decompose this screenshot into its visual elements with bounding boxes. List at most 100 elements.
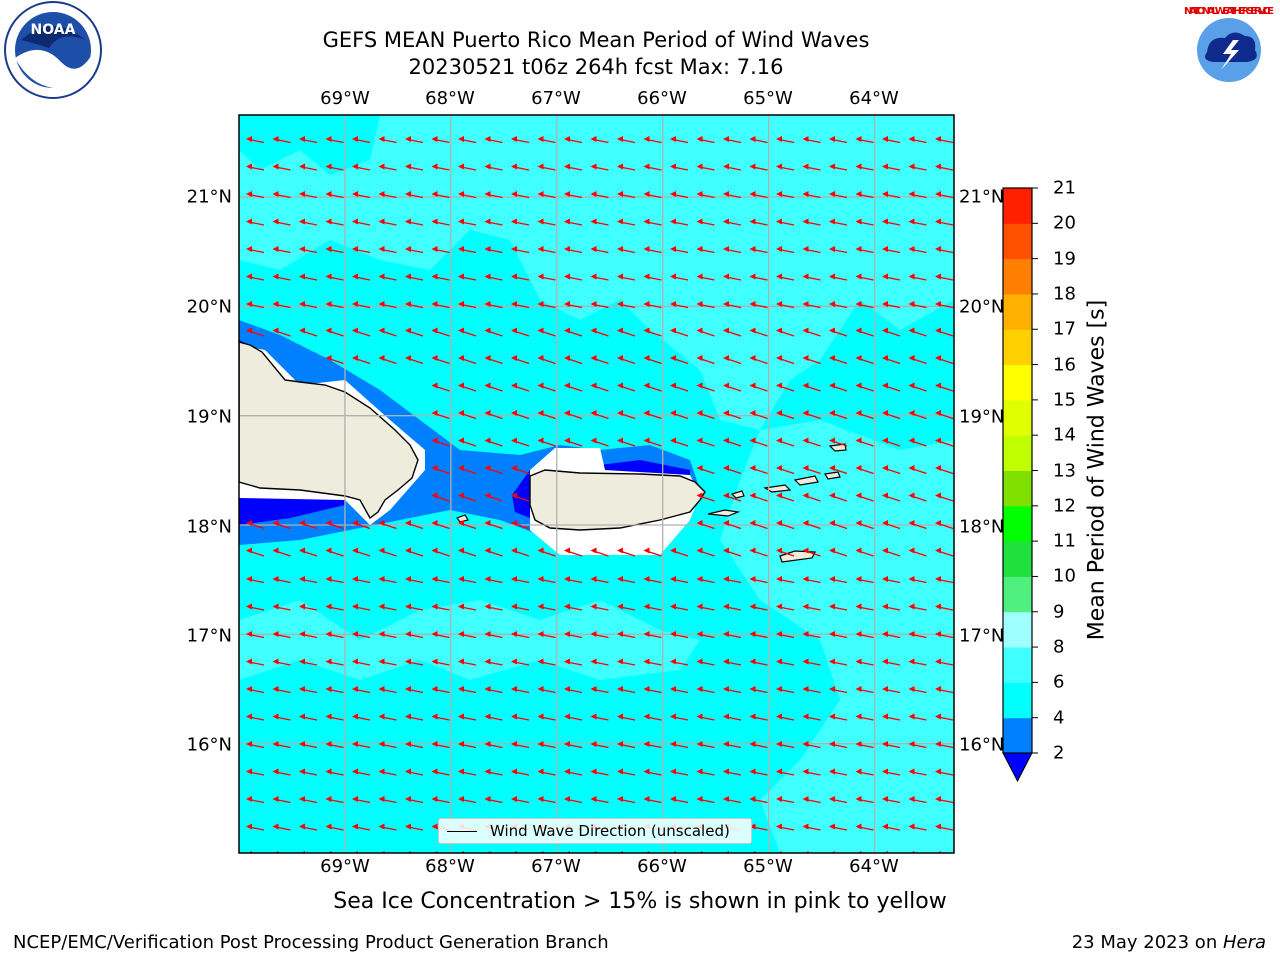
wave-direction-arrow [378, 686, 397, 694]
wave-direction-arrow [855, 686, 874, 694]
wave-direction-arrow [458, 410, 477, 420]
wave-direction-arrow [776, 492, 795, 502]
wave-direction-arrow [617, 136, 636, 144]
wave-direction-arrow [405, 273, 424, 281]
wave-direction-arrow [484, 492, 503, 502]
wave-direction-arrow [405, 191, 424, 199]
wave-direction-arrow [935, 520, 954, 530]
lat-label-right-20n: 20°N [959, 296, 1005, 318]
lat-label-right-19n: 19°N [959, 406, 1005, 428]
wave-direction-arrow [246, 686, 265, 694]
wave-direction-arrow [590, 191, 609, 199]
wave-direction-arrow [696, 355, 715, 365]
shallow-zone-pr-west [512, 470, 535, 520]
colorbar-cell [1003, 611, 1032, 648]
wave-direction-arrow [325, 631, 344, 639]
wave-direction-arrow [458, 273, 477, 281]
wave-direction-arrow [696, 686, 715, 694]
wave-direction-arrow [352, 603, 371, 611]
wave-direction-arrow [696, 163, 715, 171]
wave-direction-arrow [299, 603, 318, 611]
wave-direction-arrow [246, 658, 265, 666]
wave-direction-arrow [829, 273, 848, 281]
wave-direction-arrow [776, 631, 795, 639]
wave-direction-arrow [511, 382, 530, 392]
wave-direction-arrow [696, 796, 715, 804]
wave-direction-arrow [643, 576, 662, 584]
wave-direction-arrow [935, 658, 954, 666]
wave-direction-arrow [405, 768, 424, 776]
wave-direction-arrow [299, 823, 318, 831]
wave-direction-arrow [352, 796, 371, 804]
wave-direction-arrow [405, 658, 424, 666]
wave-direction-arrow [431, 191, 450, 199]
wave-direction-arrow [484, 191, 503, 199]
wave-direction-arrow [908, 355, 927, 365]
wave-direction-arrow [246, 547, 265, 557]
wave-direction-arrow [484, 465, 503, 475]
colorbar-tick-label: 18 [1053, 283, 1076, 305]
wave-direction-arrow [855, 163, 874, 171]
wave-direction-arrow [643, 163, 662, 171]
legend-box: Wind Wave Direction (unscaled) [438, 818, 752, 844]
wave-direction-arrow [882, 520, 901, 530]
wave-direction-arrow [325, 547, 344, 557]
wave-direction-arrow [935, 796, 954, 804]
wave-direction-arrow [908, 547, 927, 557]
colorbar-tick-label: 9 [1053, 601, 1065, 623]
wave-direction-arrow [723, 768, 742, 776]
wave-direction-arrow [325, 191, 344, 199]
wave-direction-arrow [246, 273, 265, 281]
wave-direction-arrow [299, 741, 318, 749]
period-zone-6-8-east [720, 420, 954, 853]
wave-direction-arrow [670, 686, 689, 694]
island-vieques [707, 509, 741, 517]
wave-direction-arrow [484, 410, 503, 420]
wave-direction-arrow [458, 713, 477, 721]
wave-direction-arrow [431, 355, 450, 365]
wave-direction-arrow [590, 410, 609, 420]
wave-direction-arrow [935, 686, 954, 694]
wave-direction-arrow [829, 576, 848, 584]
wave-direction-arrow [405, 163, 424, 171]
wave-direction-arrow [511, 246, 530, 254]
wave-direction-arrow [670, 741, 689, 749]
wave-direction-arrow [696, 492, 715, 502]
wave-direction-arrow [378, 520, 397, 530]
wave-direction-arrow [908, 301, 927, 309]
wave-direction-arrow [882, 823, 901, 831]
wave-direction-arrow [511, 327, 530, 337]
wave-direction-arrow [643, 327, 662, 337]
colorbar-tick-label: 12 [1053, 495, 1076, 517]
wave-direction-arrow [670, 603, 689, 611]
wave-direction-arrow [537, 327, 556, 337]
wave-direction-arrow [405, 576, 424, 584]
svg-text:NOAA: NOAA [31, 22, 76, 38]
period-zone-6-8-north [239, 115, 954, 430]
wave-direction-arrow [723, 246, 742, 254]
island-st-john [793, 475, 819, 486]
wave-direction-arrow [246, 246, 265, 254]
lat-label-left-16n: 16°N [186, 734, 232, 756]
wave-direction-arrow [829, 218, 848, 226]
wave-direction-arrow [246, 603, 265, 611]
wave-direction-arrow [378, 603, 397, 611]
colorbar-tick-label: 11 [1053, 530, 1076, 552]
wave-direction-arrow [749, 741, 768, 749]
wave-direction-arrow [908, 246, 927, 254]
wave-direction-arrow [617, 410, 636, 420]
wave-direction-arrow [511, 686, 530, 694]
wave-direction-arrow [458, 191, 477, 199]
wave-direction-arrow [908, 273, 927, 281]
wave-direction-arrow [882, 410, 901, 420]
wave-direction-arrow [829, 163, 848, 171]
wave-direction-arrow [431, 492, 450, 502]
wave-direction-arrow [246, 218, 265, 226]
wave-direction-arrow [749, 796, 768, 804]
wave-direction-arrow [325, 136, 344, 144]
colorbar-tick-label: 2 [1053, 742, 1065, 764]
wave-direction-arrow [325, 301, 344, 309]
wave-direction-arrow [643, 658, 662, 666]
wave-direction-arrow [458, 547, 477, 557]
wave-direction-arrow [882, 796, 901, 804]
